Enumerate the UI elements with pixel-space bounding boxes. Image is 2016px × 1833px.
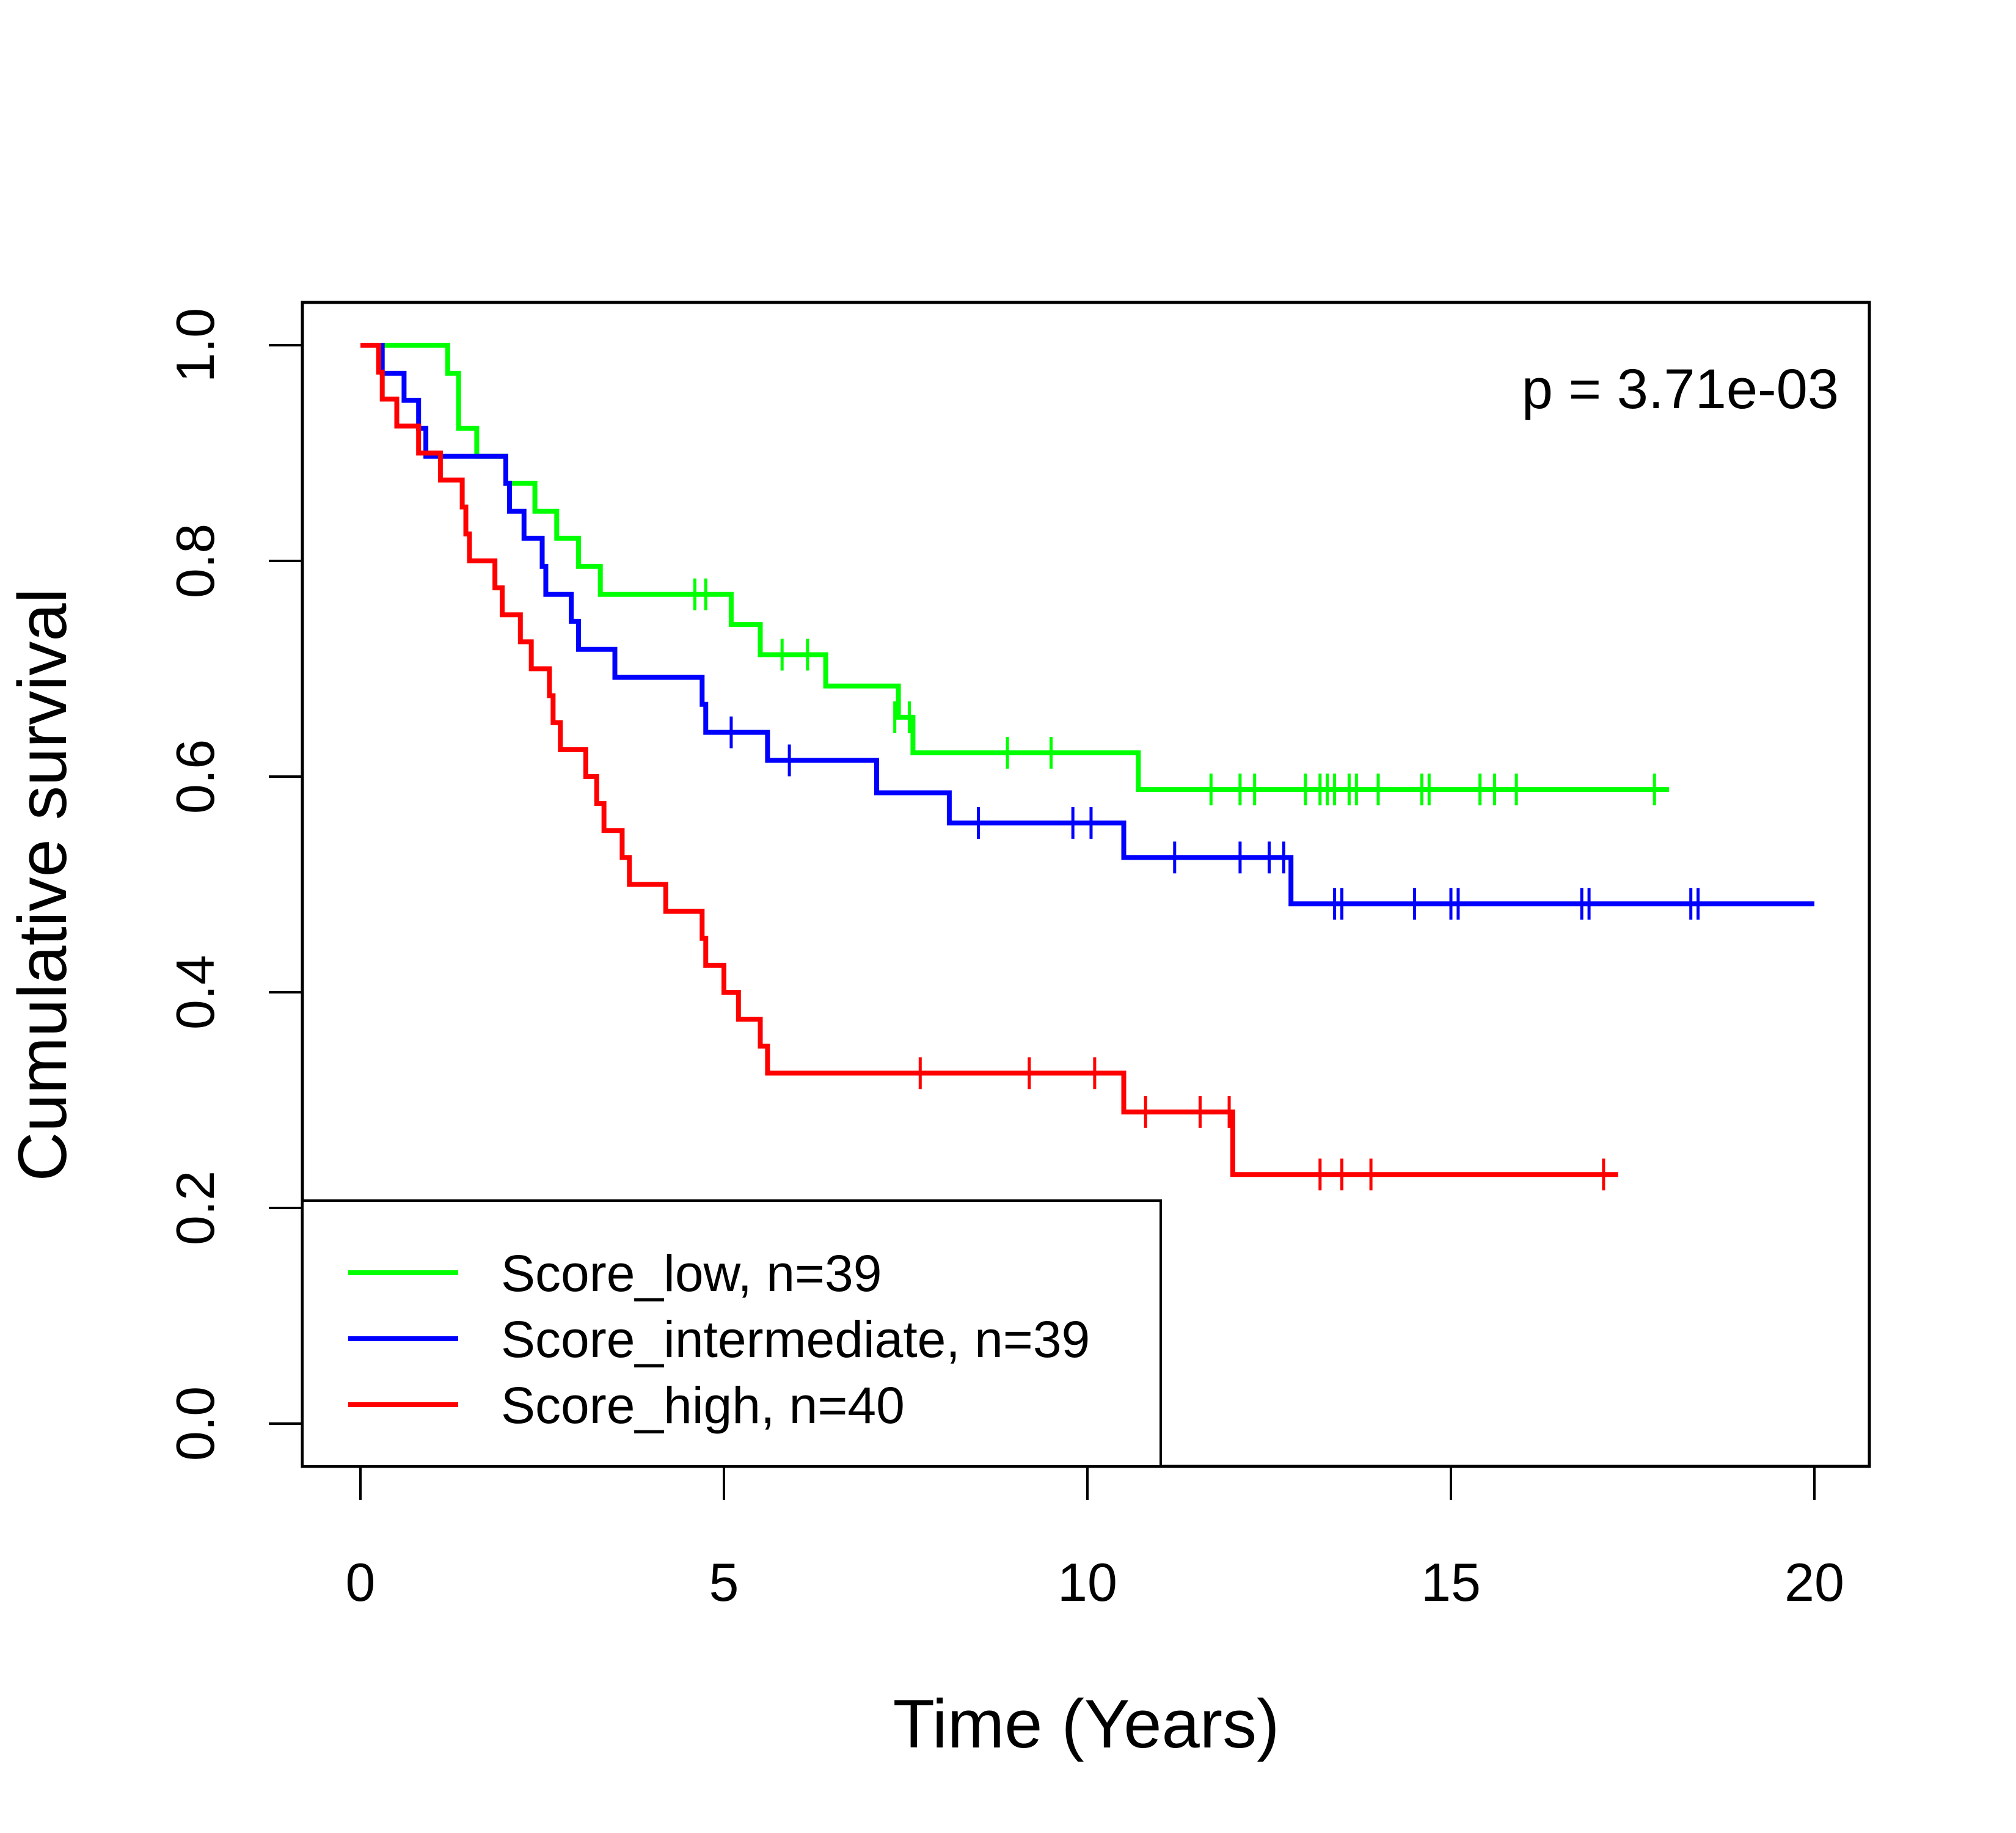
survival-curve — [360, 343, 1669, 792]
x-axis-title: Time (Years) — [893, 1686, 1280, 1762]
x-tick-label: 0 — [346, 1552, 376, 1612]
legend-box — [301, 1199, 1162, 1468]
y-tick-label: 0.2 — [165, 1171, 225, 1245]
x-tick-label: 15 — [1421, 1552, 1481, 1612]
legend-label: Score_high, n=40 — [501, 1377, 905, 1434]
survival-curve — [360, 343, 1618, 1177]
legend: Score_low, n=39 Score_intermediate, n=39 S… — [301, 1199, 1162, 1468]
x-tick-label: 10 — [1057, 1552, 1117, 1612]
x-tick-label: 20 — [1784, 1552, 1844, 1612]
y-tick-label: 0.4 — [165, 955, 225, 1030]
p-value-annotation: p = 3.71e-03 — [1522, 358, 1839, 420]
y-axis: 0.0 0.2 0.4 0.6 0.8 1.0 — [165, 308, 304, 1461]
y-tick-label: 1.0 — [165, 308, 225, 382]
legend-label: Score_intermediate, n=39 — [501, 1311, 1090, 1368]
x-tick-label: 5 — [709, 1552, 739, 1612]
x-axis: 0 5 10 15 20 — [346, 1465, 1844, 1612]
survival-curve — [360, 343, 1814, 907]
y-tick-label: 0.0 — [165, 1386, 225, 1461]
y-tick-label: 0.8 — [165, 524, 225, 598]
y-axis-title: Cumulative survival — [4, 588, 81, 1182]
series-layer — [360, 343, 1814, 1191]
y-tick-label: 0.6 — [165, 739, 225, 814]
series-2 — [360, 343, 1618, 1191]
series-1 — [360, 343, 1814, 920]
series-0 — [360, 343, 1669, 806]
legend-label: Score_low, n=39 — [501, 1245, 882, 1302]
